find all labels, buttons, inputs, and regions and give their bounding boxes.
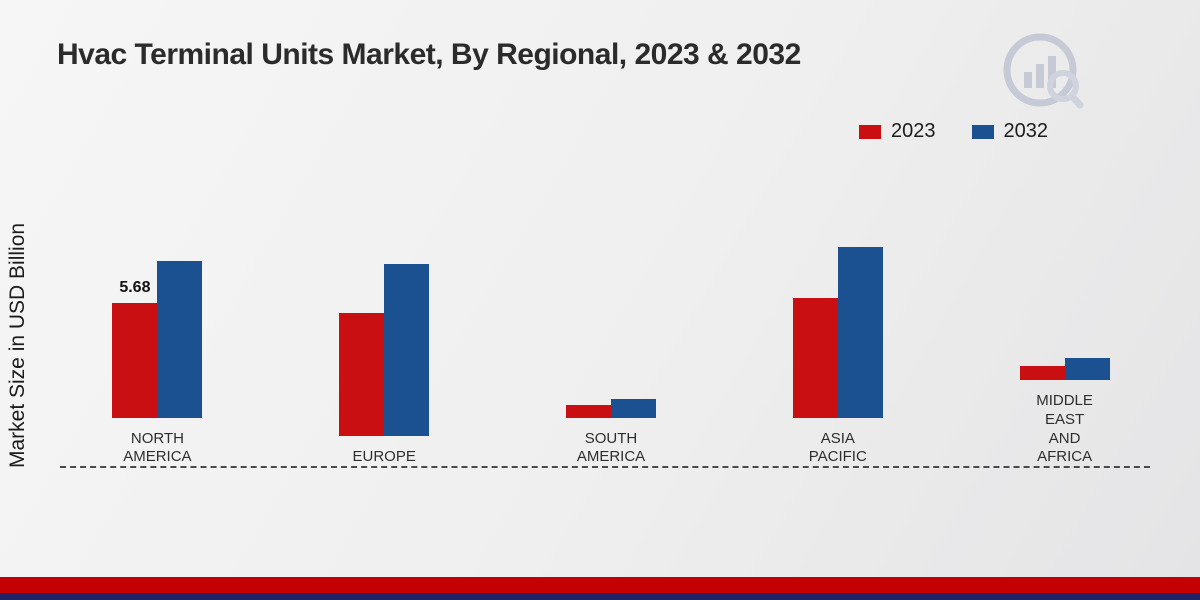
bar-pair [339,180,430,437]
bar-group-1: 5.68 NORTH AMERICA [44,180,271,467]
category-label: ASIA PACIFIC [808,429,867,466]
legend-label-2032: 2032 [1003,120,1049,142]
bar-pair [1019,180,1110,380]
legend-item-2023: 2023 [859,120,936,143]
footer-navy-band [0,593,1200,600]
legend: 2023 2032 [859,120,1048,143]
bar-2032-region-2 [384,264,430,437]
chart-title: Hvac Terminal Units Market, By Regional,… [57,38,801,71]
bar-2023-region-2 [339,313,385,437]
bar-2032-region-5 [1064,358,1110,380]
bar-group-3: SOUTH AMERICA [498,180,725,467]
bar-2032-region-4 [837,246,883,418]
legend-label-2023: 2023 [891,120,936,142]
category-label: MIDDLE EAST AND AFRICA [1036,392,1093,466]
legend-swatch-2023 [859,124,881,139]
plot-area: 5.68 NORTH AMERICA EUROPE SOUTH AMERICA ASIA… [44,180,1178,467]
footer-red-band [0,577,1200,593]
bar-2032-region-3 [610,398,656,418]
bar-2023-region-5 [1019,366,1065,380]
bar-2032-region-1 [157,260,203,418]
brand-logo-icon [1003,33,1084,109]
bar-group-5: MIDDLE EAST AND AFRICA [951,180,1178,467]
x-axis-baseline [60,466,1150,468]
y-axis-label: Market Size in USD Billion [6,222,29,468]
bar-group-4: ASIA PACIFIC [724,180,951,467]
bar-2023-region-1: 5.68 [112,279,158,418]
value-label: 5.68 [119,278,151,296]
bar-pair: 5.68 [112,180,203,418]
category-label: SOUTH AMERICA [576,429,646,466]
category-label: EUROPE [352,448,416,466]
bar-pair [565,180,656,418]
bar-2023-region-3 [565,404,611,418]
bar-group-2: EUROPE [271,180,498,467]
legend-swatch-2032 [971,124,994,139]
category-label: NORTH AMERICA [123,429,192,466]
legend-item-2032: 2032 [971,120,1049,143]
bar-2023-region-4 [792,297,838,418]
bar-pair [792,180,883,418]
